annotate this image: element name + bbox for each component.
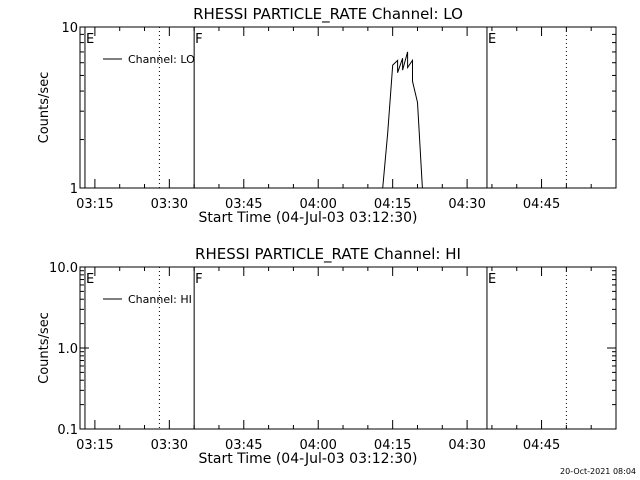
x-tick-label: 04:15 xyxy=(374,197,411,212)
event-marker-label: F xyxy=(195,32,202,47)
x-tick-label: 04:45 xyxy=(523,197,560,212)
x-tick-label: 04:30 xyxy=(448,197,485,212)
chart-title: RHESSI PARTICLE_RATE Channel: HI xyxy=(195,245,461,264)
x-tick-label: 04:30 xyxy=(448,438,485,453)
chart-panel: RHESSI PARTICLE_RATE Channel: LO 03:15 03:… xyxy=(37,5,617,226)
x-tick-label: 04:45 xyxy=(523,438,560,453)
x-axis-label: Start Time (04-Jul-03 03:12:30) xyxy=(198,451,417,467)
plot-frame xyxy=(79,266,617,430)
series-line xyxy=(382,51,423,189)
legend-label: Channel: HI xyxy=(128,293,192,306)
x-tick-label: 03:45 xyxy=(225,438,262,453)
y-tick-label: 10.0 xyxy=(49,261,78,276)
x-tick-label: 03:30 xyxy=(151,438,188,453)
x-tick-label: 04:15 xyxy=(374,438,411,453)
event-marker-label: E xyxy=(488,32,496,47)
plot-frame xyxy=(79,26,617,189)
chart-panel: RHESSI PARTICLE_RATE Channel: HI 03:15 03:… xyxy=(37,245,617,467)
x-tick-label: 03:45 xyxy=(225,197,262,212)
x-axis-label: Start Time (04-Jul-03 03:12:30) xyxy=(198,210,417,226)
y-tick-label: 10 xyxy=(61,21,78,36)
x-tick-label: 03:30 xyxy=(151,197,188,212)
chart-title: RHESSI PARTICLE_RATE Channel: LO xyxy=(193,5,463,24)
event-marker-label: E xyxy=(86,272,94,287)
y-tick-label: 0.1 xyxy=(57,423,78,438)
x-tick-label: 04:00 xyxy=(299,197,336,212)
legend-label: Channel: LO xyxy=(128,53,195,66)
timestamp-label: 20-Oct-2021 08:04 xyxy=(560,467,636,476)
x-tick-label: 04:00 xyxy=(299,438,336,453)
x-tick-label: 03:15 xyxy=(76,438,113,453)
event-marker-label: E xyxy=(488,272,496,287)
y-axis-label: Counts/sec xyxy=(37,72,52,144)
y-tick-label: 1.0 xyxy=(57,342,78,357)
event-marker-label: E xyxy=(86,32,94,47)
y-tick-label: 1 xyxy=(70,182,78,197)
y-axis-label: Counts/sec xyxy=(37,312,52,384)
event-marker-label: F xyxy=(195,272,202,287)
x-tick-label: 03:15 xyxy=(76,197,113,212)
